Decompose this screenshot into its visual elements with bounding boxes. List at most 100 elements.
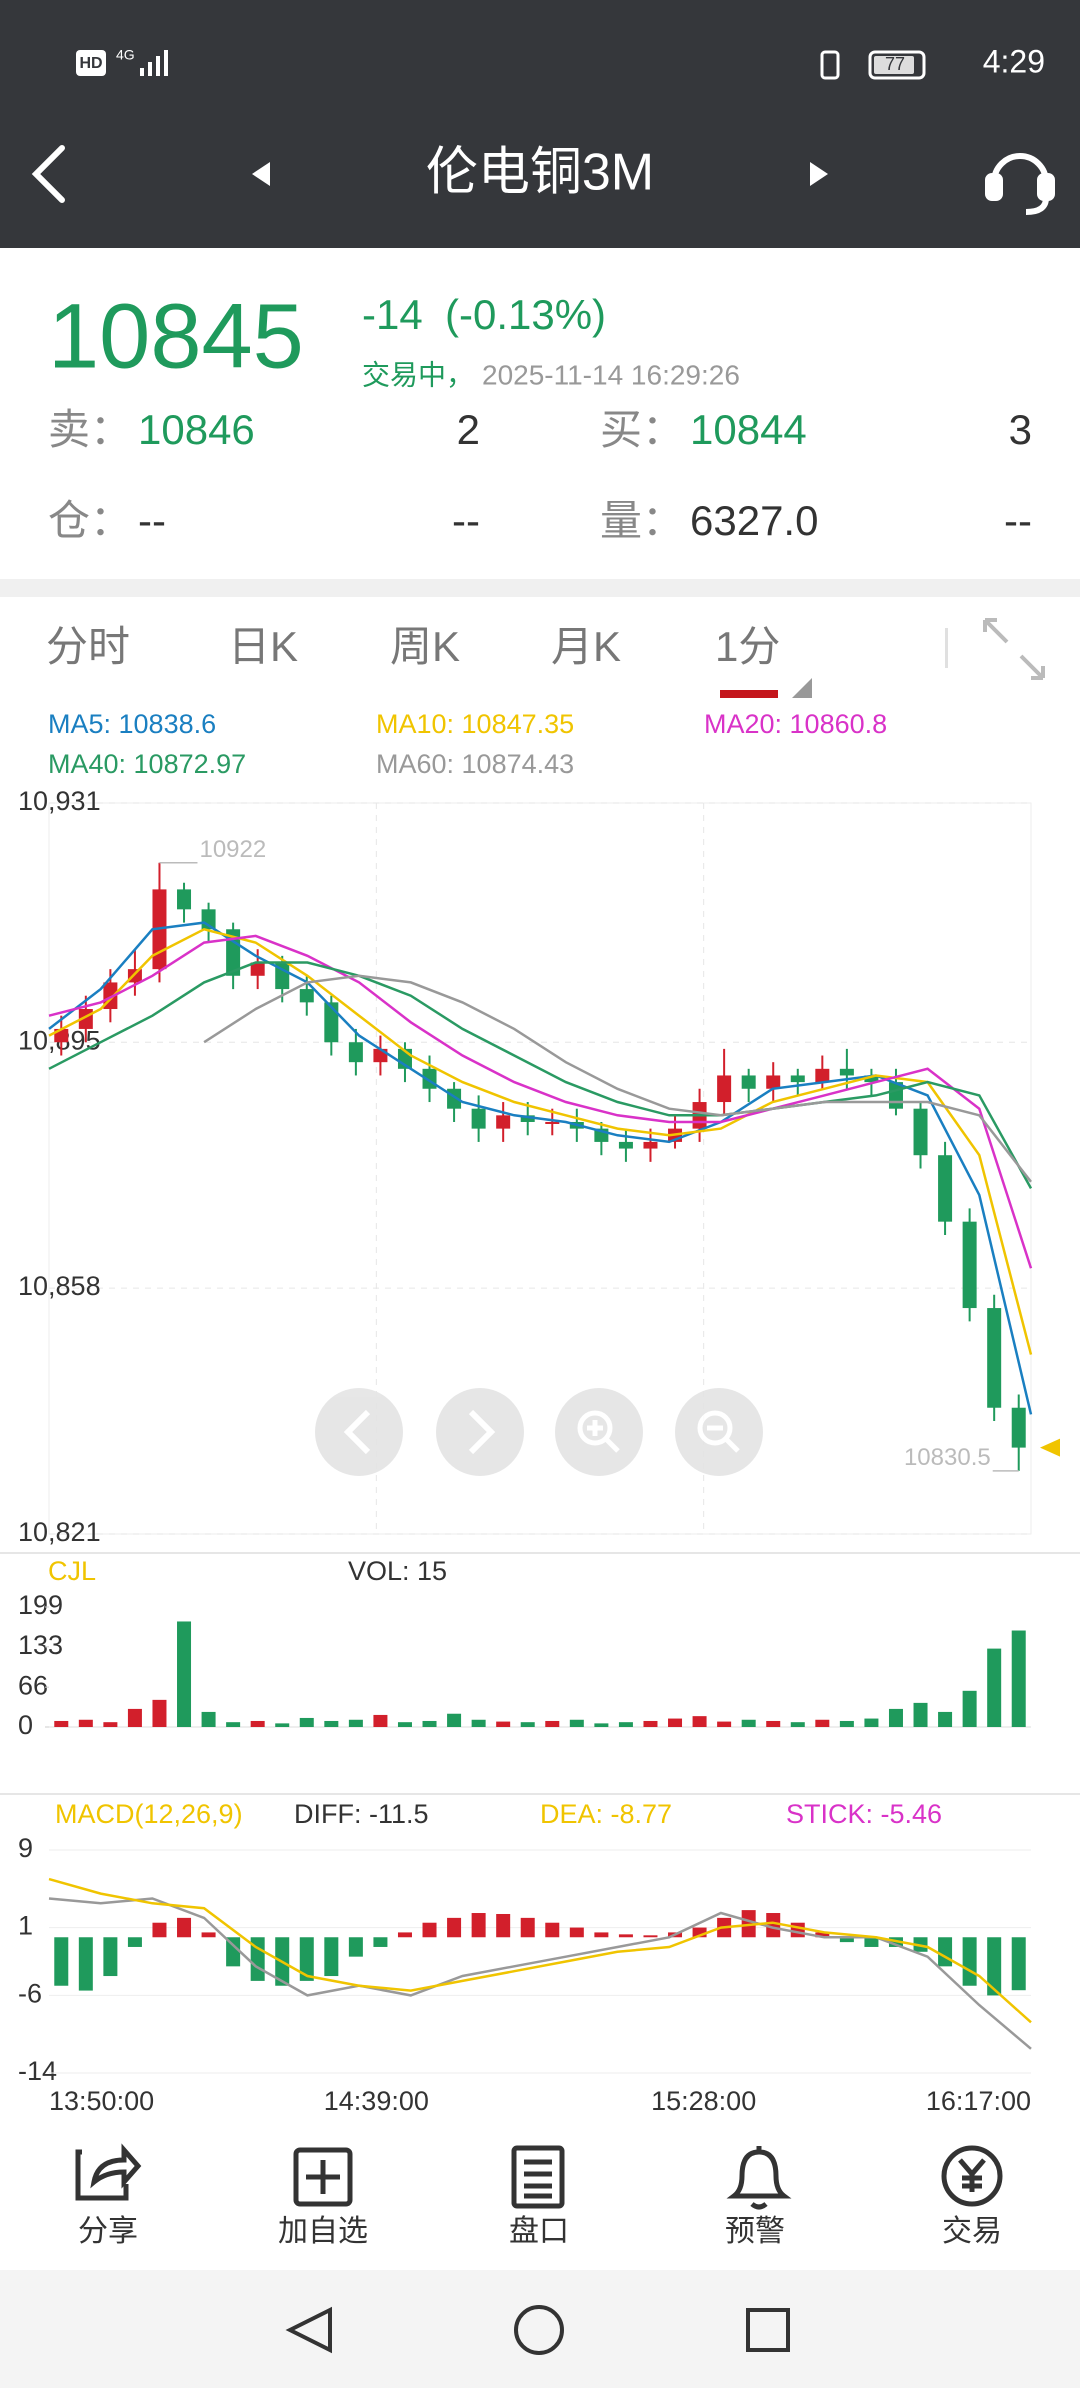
quote-cell: 买：	[600, 406, 684, 453]
fullscreen-button[interactable]	[983, 618, 1045, 680]
bar	[545, 1922, 560, 1938]
bar	[643, 1935, 658, 1938]
bar	[864, 1718, 879, 1727]
bar	[938, 1711, 953, 1727]
bar	[373, 1937, 388, 1947]
toolbar-label[interactable]: 分享	[78, 2215, 138, 2248]
bar	[987, 1648, 1002, 1727]
bar	[913, 1702, 928, 1727]
bar	[275, 1723, 290, 1727]
zoom-in[interactable]	[555, 1388, 643, 1476]
annotation: 10922	[199, 836, 266, 863]
legend-item: MA5: 10838.6	[48, 709, 216, 739]
bar	[741, 1719, 756, 1727]
quote-cell: 仓：	[48, 497, 132, 544]
hd-badge	[76, 50, 106, 76]
clock: 4:29	[983, 43, 1045, 79]
tab[interactable]: 月K	[551, 623, 621, 670]
plot-frame	[48, 802, 1032, 1535]
candle-body	[250, 962, 265, 976]
x-tick-label: 14:39:00	[324, 2086, 429, 2116]
macd-label: MACD(12,26,9)	[55, 1799, 243, 1829]
candle-body	[766, 1075, 781, 1089]
network: 4G	[116, 47, 135, 63]
candle-body	[790, 1075, 805, 1083]
chart-controls	[315, 1388, 763, 1476]
back-button[interactable]	[31, 145, 65, 203]
y-tick-label: 1	[18, 1911, 33, 1941]
book-icon-lines	[524, 2159, 552, 2199]
icon	[468, 1409, 496, 1455]
tab[interactable]: 周K	[390, 623, 460, 670]
bar	[520, 1722, 535, 1727]
bar	[78, 1719, 93, 1727]
zoom-out[interactable]	[675, 1388, 763, 1476]
tab-menu[interactable]	[792, 678, 812, 698]
bar	[177, 1917, 192, 1938]
quote-cell: --	[1004, 497, 1032, 544]
line	[48, 1877, 1032, 2024]
toolbar-label[interactable]: 加自选	[278, 2215, 368, 2248]
tab[interactable]: 日K	[228, 623, 298, 670]
candle-body	[643, 1141, 658, 1149]
y-tick-label: 10,931	[18, 786, 101, 816]
bar	[152, 1922, 167, 1938]
bar	[422, 1922, 437, 1938]
line	[48, 934, 1033, 1269]
tab[interactable]: 1分	[715, 623, 780, 670]
candle-body	[520, 1115, 535, 1122]
bar	[201, 1932, 216, 1938]
scroll-right[interactable]	[436, 1388, 524, 1476]
bar	[938, 1937, 953, 1967]
battery-level	[874, 56, 914, 74]
bar	[545, 1720, 560, 1727]
volume-label: CJL	[48, 1556, 96, 1586]
bar	[373, 1714, 388, 1727]
next-button[interactable]	[810, 162, 828, 186]
bar	[864, 1937, 879, 1947]
legend-item: MA10: 10847.35	[376, 709, 574, 739]
divider	[0, 1552, 1080, 1554]
candle-body	[717, 1075, 732, 1103]
nav-back[interactable]	[285, 2306, 332, 2354]
bar	[103, 1937, 118, 1977]
candle-body	[741, 1075, 756, 1089]
toolbar-label[interactable]: 盘口	[509, 2215, 569, 2248]
last-price: 10845	[48, 285, 304, 387]
bar	[1011, 1937, 1026, 1991]
scroll-left[interactable]	[315, 1388, 403, 1476]
bar	[299, 1937, 314, 1981]
legend-item: MA60: 10874.43	[376, 749, 574, 779]
service-button[interactable]	[985, 153, 1055, 215]
candle-body	[226, 929, 241, 976]
prev-button[interactable]	[252, 162, 270, 186]
bar	[888, 1708, 903, 1727]
nav-home[interactable]	[514, 2305, 564, 2355]
quote-cell: --	[452, 497, 480, 544]
tab-underline	[720, 690, 778, 698]
tab-divider	[945, 628, 948, 668]
quote-cell: 卖：	[48, 406, 132, 453]
battery-text: 77	[885, 54, 905, 74]
nav-bar	[0, 2270, 1080, 2388]
bar	[397, 1932, 412, 1938]
add-icon-plus	[306, 2160, 340, 2194]
nav-recent[interactable]	[746, 2308, 790, 2352]
candle-body	[275, 962, 290, 990]
bar	[324, 1937, 339, 1977]
bar	[324, 1720, 339, 1727]
quote-cell: --	[138, 497, 166, 544]
legend-item: MA40: 10872.97	[48, 749, 246, 779]
toolbar-label[interactable]: 预警	[725, 2215, 785, 2248]
x-tick-label: 15:28:00	[651, 2086, 756, 2116]
bar	[127, 1937, 142, 1947]
tab[interactable]: 分时	[46, 623, 130, 670]
toolbar-label[interactable]: 交易	[942, 2215, 1002, 2248]
candle-body	[496, 1115, 511, 1129]
candle-body	[987, 1308, 1002, 1408]
quote-cell: 量：	[600, 497, 684, 544]
y-tick-label: 9	[18, 1833, 33, 1863]
bar	[618, 1934, 633, 1938]
price-marker	[1040, 1438, 1060, 1457]
bar	[447, 1713, 462, 1727]
